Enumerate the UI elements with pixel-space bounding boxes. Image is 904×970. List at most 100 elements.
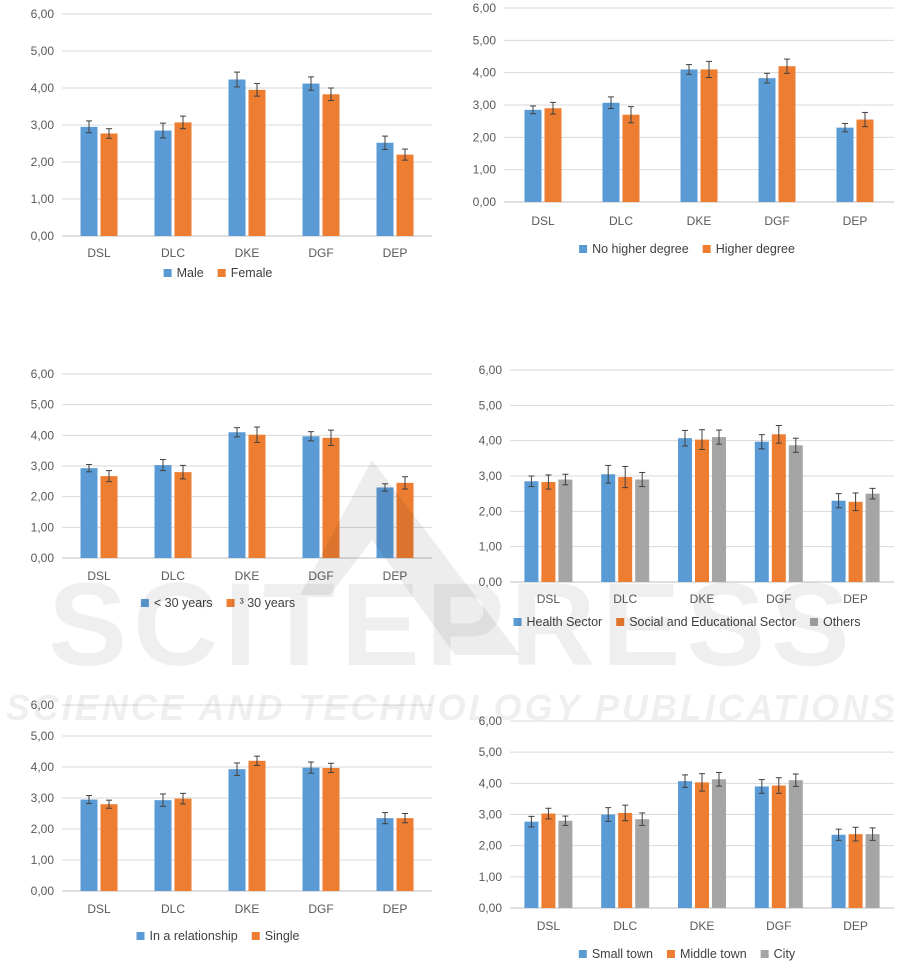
bar (754, 441, 769, 582)
legend-swatch (616, 618, 625, 626)
bar (376, 142, 394, 236)
y-tick-label: 5,00 (473, 33, 497, 47)
bar (100, 476, 118, 558)
error-bar (608, 96, 614, 110)
legend: Small town Middle town City (578, 947, 796, 961)
error-bar (682, 429, 688, 447)
bar (771, 434, 786, 582)
bar (635, 479, 650, 582)
error-bar (716, 429, 722, 445)
error-bar (869, 487, 876, 500)
bar (754, 786, 769, 908)
chart-relationship: 0,00 1,00 2,00 3,00 4,00 5,00 6,00 DSL DLC DKE DGF… (0, 693, 452, 955)
error-bar (328, 762, 334, 774)
legend-label: Middle town (680, 947, 747, 961)
error-bar (382, 135, 388, 150)
bar (376, 818, 394, 891)
error-bar (706, 60, 712, 79)
bar (154, 800, 172, 891)
error-bar (308, 431, 314, 442)
bar (376, 487, 394, 558)
error-bar (562, 473, 569, 486)
y-tick-label: 3,00 (31, 118, 55, 132)
bar (678, 438, 692, 582)
error-bar (180, 792, 186, 805)
legend-label: Others (823, 615, 861, 629)
bar (680, 69, 698, 202)
error-bar (86, 463, 92, 473)
legend-label: Small town (592, 947, 653, 961)
y-tick-label: 5,00 (31, 398, 55, 412)
bar (712, 779, 726, 908)
error-bar (402, 813, 408, 824)
bar (544, 108, 562, 202)
error-bar (852, 826, 859, 842)
legend-label: Higher degree (716, 242, 795, 256)
x-category-label: DLC (609, 214, 633, 228)
error-bar (550, 101, 556, 115)
legend-swatch (140, 599, 149, 607)
error-bar (545, 807, 552, 820)
bar (678, 781, 692, 908)
bar (831, 500, 846, 582)
y-tick-label: 6,00 (479, 363, 503, 377)
bar (831, 834, 846, 908)
legend-swatch (251, 932, 260, 940)
bar (788, 780, 803, 908)
legend: < 30 years ³ 30 years (140, 596, 295, 610)
x-category-label: DKE (687, 214, 712, 228)
error-bar (180, 115, 186, 130)
y-tick-label: 4,00 (473, 66, 497, 80)
y-tick-label: 6,00 (479, 714, 503, 728)
error-bar (234, 71, 240, 88)
x-category-label: DEP (383, 902, 408, 916)
x-category-label: DEP (383, 246, 408, 260)
y-tick-label: 3,00 (31, 459, 55, 473)
error-bar (716, 771, 722, 787)
bar (541, 813, 556, 908)
y-tick-label: 5,00 (31, 44, 55, 58)
error-bar (852, 492, 859, 512)
y-tick-label: 2,00 (31, 155, 55, 169)
x-category-label: DGF (764, 214, 789, 228)
legend: No higher degree Higher degree (579, 242, 795, 256)
bar (695, 782, 709, 908)
legend: Health Sector Social and Educational Sect… (513, 615, 861, 629)
x-category-label: DGF (308, 246, 333, 260)
chart-svg: 0,00 1,00 2,00 3,00 4,00 5,00 6,00 DSL DLC DKE DGF… (31, 7, 432, 280)
x-category-label: DLC (161, 569, 185, 583)
bar (302, 83, 320, 236)
error-bar (775, 424, 782, 444)
legend-label: Male (177, 266, 204, 280)
x-category-label: DSL (87, 902, 111, 916)
bar (865, 493, 880, 582)
error-bar (254, 426, 260, 443)
x-category-label: DKE (235, 246, 260, 260)
bar (396, 482, 414, 558)
error-bar (160, 122, 166, 139)
y-tick-label: 6,00 (31, 367, 55, 381)
error-bar (792, 773, 799, 787)
legend-swatch (513, 618, 522, 626)
error-bar (106, 128, 112, 139)
legend-label: Single (265, 929, 300, 943)
bar (322, 94, 340, 236)
y-tick-label: 0,00 (473, 195, 497, 209)
legend-swatch (809, 618, 818, 626)
bar (848, 834, 863, 908)
error-bar (699, 429, 705, 450)
legend-label: < 30 years (154, 596, 213, 610)
x-category-label: DKE (690, 592, 715, 606)
y-tick-label: 0,00 (31, 884, 55, 898)
bar (856, 119, 874, 202)
bar (228, 769, 246, 891)
error-bar (402, 476, 408, 490)
bar (601, 814, 616, 908)
bar (154, 465, 172, 558)
error-bar (254, 83, 260, 97)
legend-label: Health Sector (526, 615, 602, 629)
error-bar (545, 474, 552, 490)
error-bar (402, 148, 408, 161)
y-tick-label: 3,00 (31, 791, 55, 805)
error-bar (308, 76, 314, 91)
